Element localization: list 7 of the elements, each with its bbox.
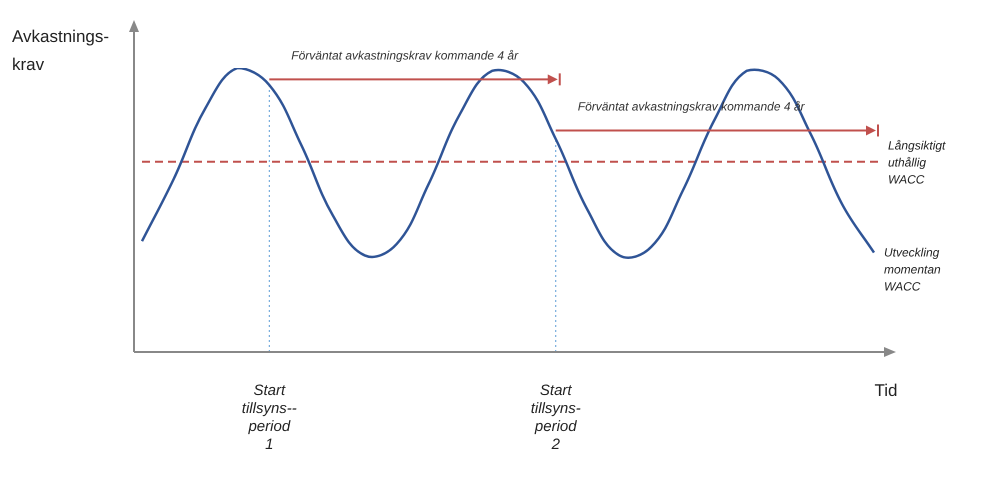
series-label: Utveckling momentan WACC <box>884 246 942 294</box>
ref-line-label: Långsiktigt uthållig WACC <box>888 138 946 187</box>
x-axis-title: Tid <box>874 381 898 400</box>
x-tick-label: Start tillsyns-- period 1 <box>242 382 297 454</box>
x-tick-label: Start tillsyns- period 2 <box>530 382 581 454</box>
y-axis-title: Avkastnings-krav <box>12 27 110 74</box>
text: Förväntat avkastningskrav kommande 4 år <box>291 48 520 62</box>
